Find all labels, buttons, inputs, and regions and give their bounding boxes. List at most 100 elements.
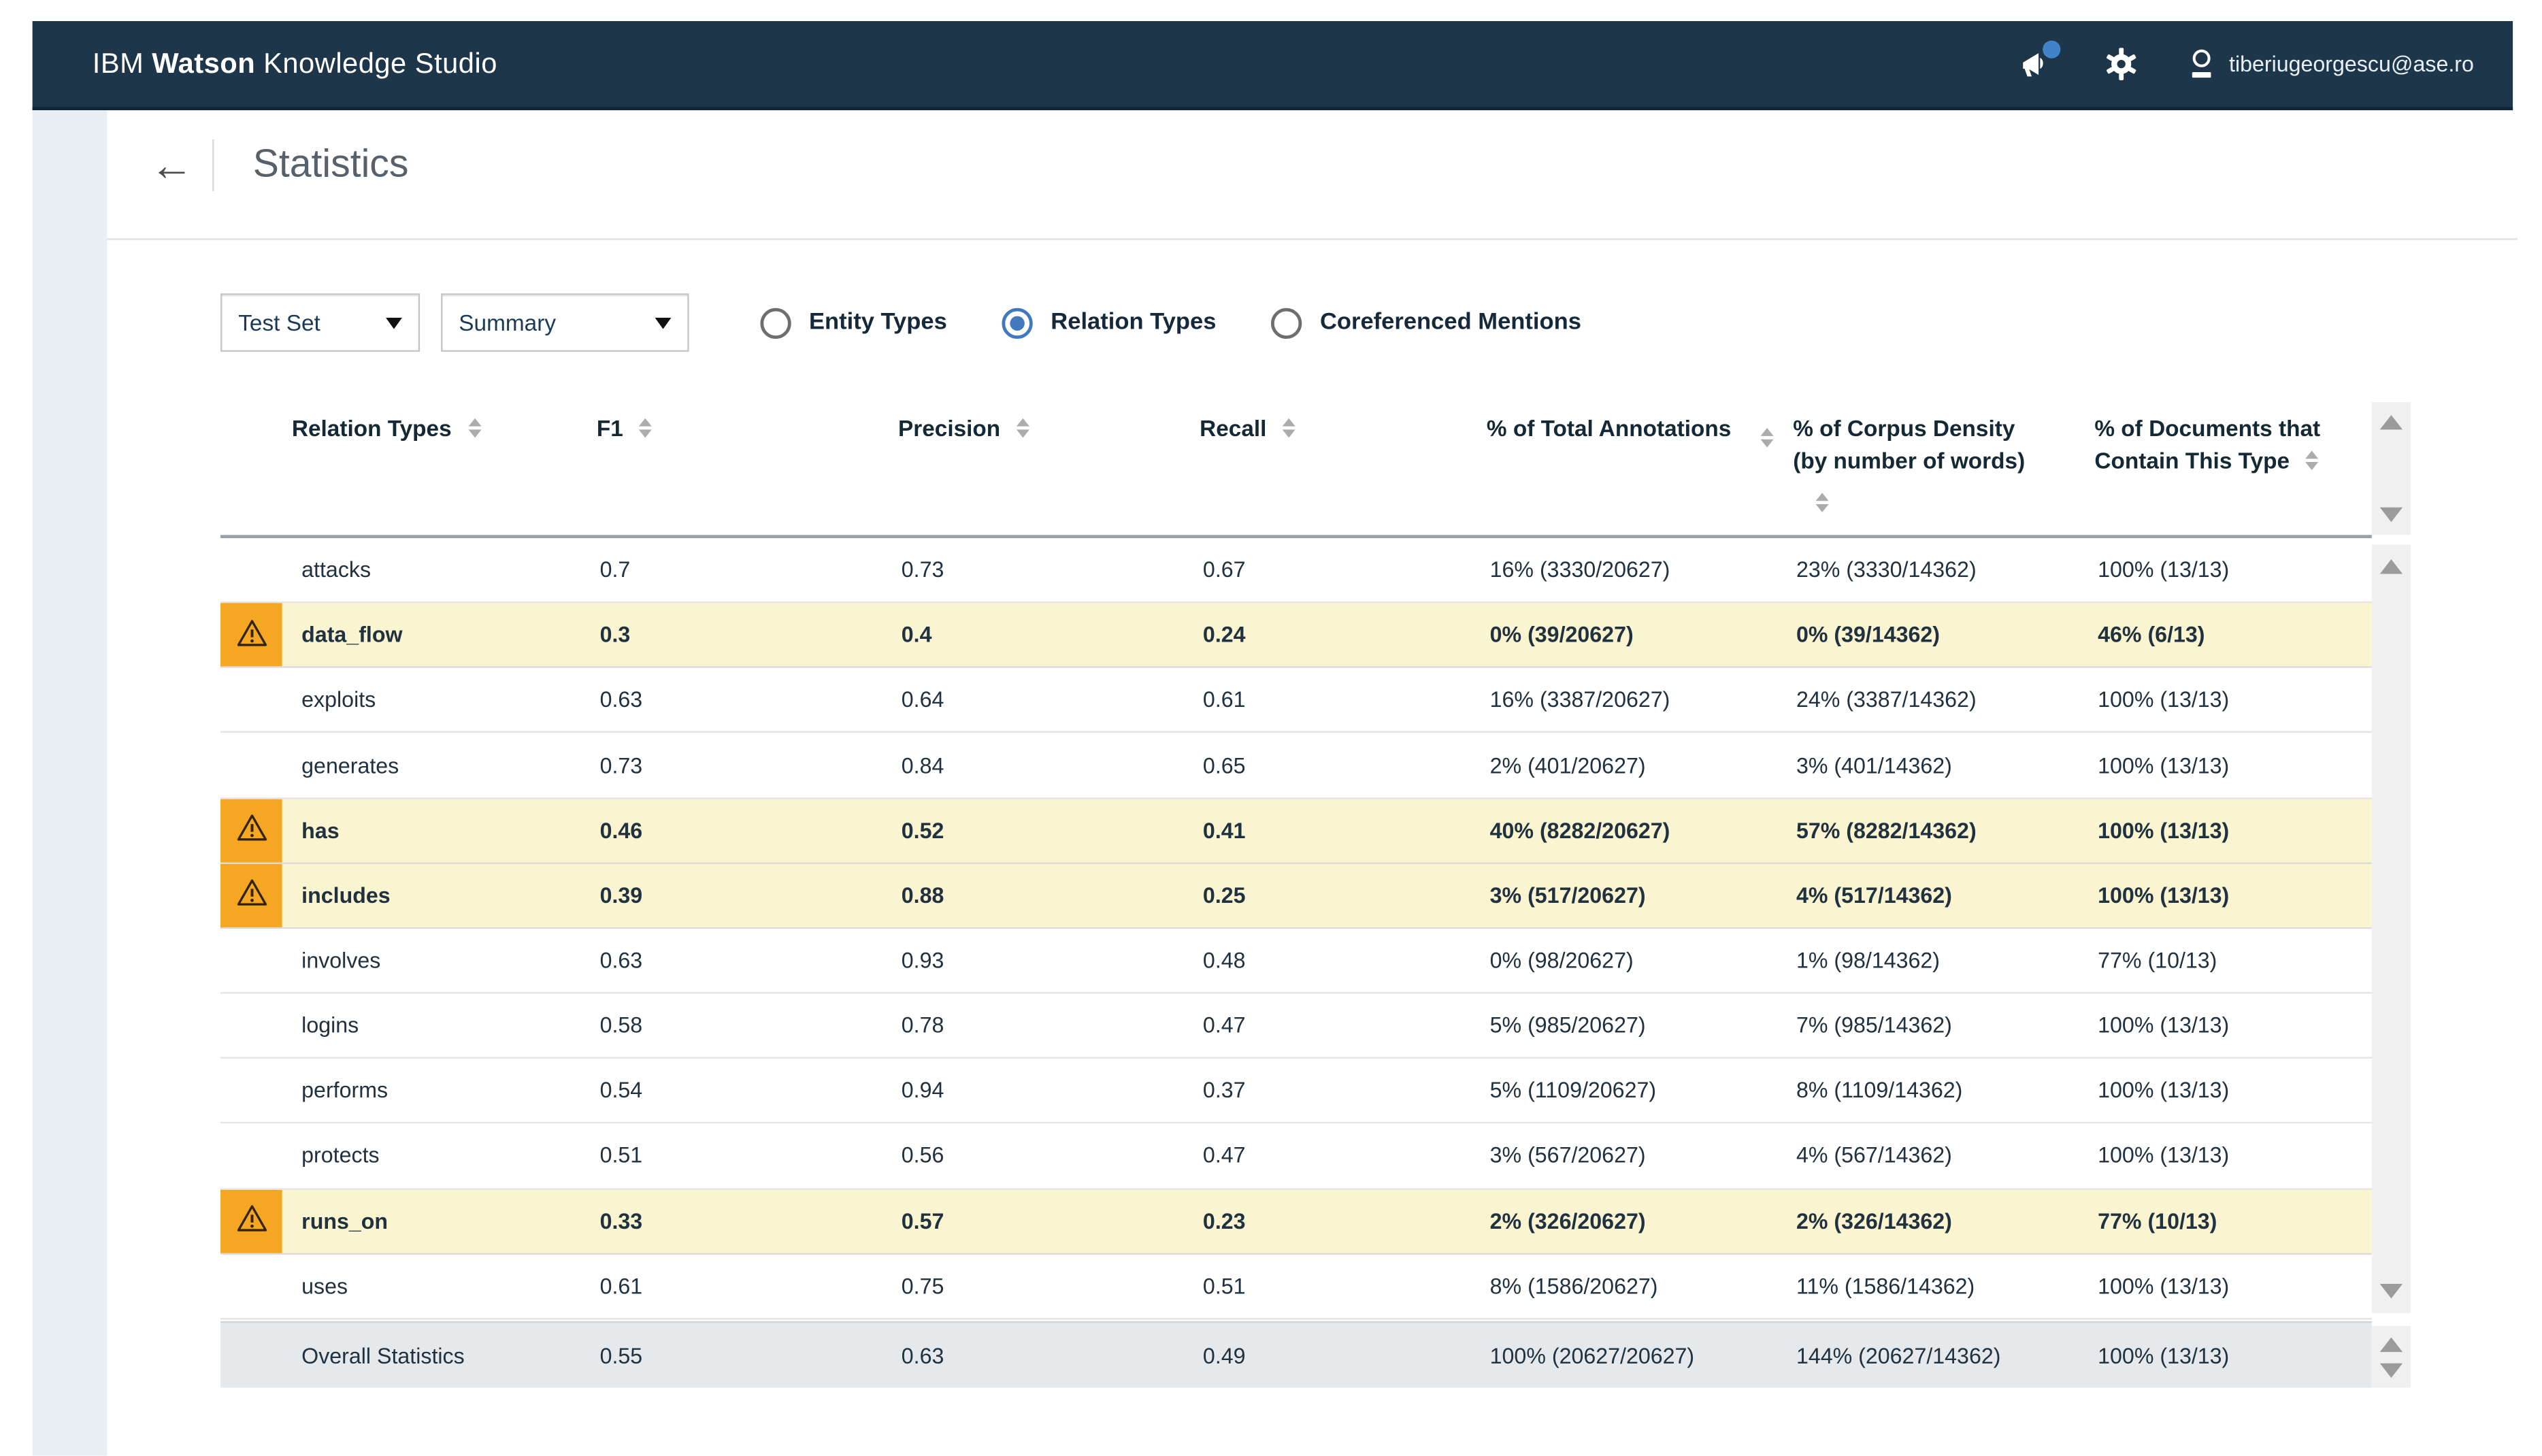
cell-relation-type: protects bbox=[282, 1144, 597, 1168]
radio-coreferenced-mentions[interactable]: Coreferenced Mentions bbox=[1271, 308, 1581, 338]
cell-f1: 0.39 bbox=[597, 883, 898, 908]
cell-relation-type: logins bbox=[282, 1014, 597, 1038]
table-row[interactable]: attacks 0.7 0.73 0.67 16% (3330/20627) 2… bbox=[220, 538, 2372, 603]
cell-annotations: 16% (3330/20627) bbox=[1487, 558, 1793, 582]
radio-circle-icon bbox=[1002, 308, 1033, 338]
table-row[interactable]: data_flow 0.3 0.4 0.24 0% (39/20627) 0% … bbox=[220, 603, 2372, 669]
table-row[interactable]: has 0.46 0.52 0.41 40% (8282/20627) 57% … bbox=[220, 799, 2372, 864]
cell-recall: 0.41 bbox=[1200, 818, 1487, 843]
table-row[interactable]: performs 0.54 0.94 0.37 5% (1109/20627) … bbox=[220, 1059, 2372, 1124]
scroll-down-icon[interactable] bbox=[2380, 1284, 2403, 1298]
warning-icon bbox=[234, 811, 268, 850]
radio-entity-types[interactable]: Entity Types bbox=[760, 308, 946, 338]
body-scrollbar[interactable] bbox=[2372, 545, 2411, 1313]
app-header: IBMWatsonKnowledge Studio bbox=[33, 21, 2513, 110]
table-row[interactable]: logins 0.58 0.78 0.47 5% (985/20627) 7% … bbox=[220, 994, 2372, 1059]
cell-recall: 0.51 bbox=[1200, 1274, 1487, 1298]
cell-corpus-density: 0% (39/14362) bbox=[1793, 623, 2094, 647]
page-title: Statistics bbox=[253, 143, 409, 188]
cell-annotations: 16% (3387/20627) bbox=[1487, 688, 1793, 712]
scroll-up-icon[interactable] bbox=[2380, 1336, 2403, 1351]
column-label: Relation Types bbox=[292, 412, 452, 444]
user-menu[interactable]: tiberiugeorgescu@ase.ro bbox=[2187, 46, 2474, 82]
view-select-value: Summary bbox=[459, 310, 556, 335]
cell-recall: 0.24 bbox=[1200, 623, 1487, 647]
cell-documents: 46% (6/13) bbox=[2094, 623, 2371, 647]
view-select[interactable]: Summary bbox=[441, 293, 689, 352]
cell-recall: 0.37 bbox=[1200, 1078, 1487, 1103]
scroll-down-icon[interactable] bbox=[2380, 508, 2403, 522]
footer-scrollbar[interactable] bbox=[2372, 1326, 2411, 1388]
column-header-recall[interactable]: Recall bbox=[1200, 412, 1487, 535]
cell-corpus-density: 24% (3387/14362) bbox=[1793, 688, 2094, 712]
table-row[interactable]: generates 0.73 0.84 0.65 2% (401/20627) … bbox=[220, 733, 2372, 799]
back-arrow-icon: ← bbox=[150, 140, 193, 191]
cell-relation-type: involves bbox=[282, 948, 597, 973]
cell-documents: 100% (13/13) bbox=[2094, 883, 2371, 908]
row-gutter bbox=[220, 603, 282, 667]
cell-recall: 0.65 bbox=[1200, 753, 1487, 778]
cell-annotations: 3% (517/20627) bbox=[1487, 883, 1793, 908]
cell-corpus-density: 23% (3330/14362) bbox=[1793, 558, 2094, 582]
cell-precision: 0.57 bbox=[898, 1209, 1200, 1234]
header-scrollbar[interactable] bbox=[2372, 402, 2411, 535]
cell-annotations: 5% (1109/20627) bbox=[1487, 1078, 1793, 1103]
table-row[interactable]: uses 0.61 0.75 0.51 8% (1586/20627) 11% … bbox=[220, 1255, 2372, 1320]
column-label: % of Corpus Density bbox=[1793, 412, 2094, 444]
table-footer-row: Overall Statistics 0.55 0.63 0.49 100% (… bbox=[220, 1321, 2372, 1388]
radio-relation-types[interactable]: Relation Types bbox=[1002, 308, 1217, 338]
cell-documents: 100% (13/13) bbox=[2094, 558, 2371, 582]
radio-circle-icon bbox=[760, 308, 791, 338]
back-button[interactable]: ← bbox=[143, 136, 201, 195]
cell-corpus-density: 7% (985/14362) bbox=[1793, 1014, 2094, 1038]
cell-precision: 0.52 bbox=[898, 818, 1200, 843]
table-row[interactable]: involves 0.63 0.93 0.48 0% (98/20627) 1%… bbox=[220, 929, 2372, 994]
cell-precision: 0.56 bbox=[898, 1144, 1200, 1168]
scroll-up-icon[interactable] bbox=[2380, 415, 2403, 429]
cell-recall: 0.48 bbox=[1200, 948, 1487, 973]
sort-carets-icon bbox=[1816, 493, 1829, 512]
column-header-precision[interactable]: Precision bbox=[898, 412, 1200, 535]
cell-f1: 0.7 bbox=[597, 558, 898, 582]
footer-corpus: 144% (20627/14362) bbox=[1793, 1343, 2094, 1368]
cell-corpus-density: 57% (8282/14362) bbox=[1793, 818, 2094, 843]
cell-f1: 0.33 bbox=[597, 1209, 898, 1234]
dataset-select[interactable]: Test Set bbox=[220, 293, 420, 352]
column-header-f1[interactable]: F1 bbox=[597, 412, 898, 535]
cell-relation-type: includes bbox=[282, 883, 597, 908]
cell-recall: 0.47 bbox=[1200, 1014, 1487, 1038]
table-row[interactable]: runs_on 0.33 0.57 0.23 2% (326/20627) 2%… bbox=[220, 1189, 2372, 1255]
column-header-total-annotations[interactable]: % of Total Annotations bbox=[1487, 412, 1793, 535]
row-gutter bbox=[220, 668, 282, 731]
notifications-megaphone-icon[interactable] bbox=[2018, 45, 2057, 84]
scroll-down-icon[interactable] bbox=[2380, 1363, 2403, 1377]
row-gutter bbox=[220, 994, 282, 1057]
settings-gear-icon[interactable] bbox=[2102, 45, 2141, 84]
cell-recall: 0.67 bbox=[1200, 558, 1487, 582]
header-gutter bbox=[220, 412, 282, 535]
scroll-up-icon[interactable] bbox=[2380, 559, 2403, 574]
cell-precision: 0.84 bbox=[898, 753, 1200, 778]
header-actions: tiberiugeorgescu@ase.ro bbox=[2018, 45, 2513, 84]
brand-product: Knowledge Studio bbox=[263, 47, 497, 80]
table-row[interactable]: includes 0.39 0.88 0.25 3% (517/20627) 4… bbox=[220, 863, 2372, 929]
cell-precision: 0.64 bbox=[898, 688, 1200, 712]
row-gutter bbox=[220, 733, 282, 797]
column-header-relation-types[interactable]: Relation Types bbox=[282, 412, 597, 535]
column-header-documents-contain[interactable]: % of Documents that Contain This Type bbox=[2094, 412, 2371, 535]
row-gutter bbox=[220, 1059, 282, 1122]
type-radio-group: Entity Types Relation Types Coreferenced… bbox=[760, 308, 1581, 338]
sort-carets-icon bbox=[1017, 418, 1029, 438]
cell-relation-type: attacks bbox=[282, 558, 597, 582]
table-row[interactable]: exploits 0.63 0.64 0.61 16% (3387/20627)… bbox=[220, 668, 2372, 733]
sort-carets-icon bbox=[2306, 450, 2319, 470]
column-header-corpus-density[interactable]: % of Corpus Density (by number of words) bbox=[1793, 412, 2094, 535]
footer-f1: 0.55 bbox=[597, 1343, 898, 1368]
app-brand: IBMWatsonKnowledge Studio bbox=[33, 47, 497, 81]
column-label: % of Documents that bbox=[2094, 412, 2371, 444]
brand-watson: Watson bbox=[152, 47, 255, 80]
table-row[interactable]: protects 0.51 0.56 0.47 3% (567/20627) 4… bbox=[220, 1124, 2372, 1189]
sort-carets-icon bbox=[1760, 428, 1773, 448]
cell-annotations: 2% (326/20627) bbox=[1487, 1209, 1793, 1234]
footer-annotations: 100% (20627/20627) bbox=[1487, 1343, 1793, 1368]
